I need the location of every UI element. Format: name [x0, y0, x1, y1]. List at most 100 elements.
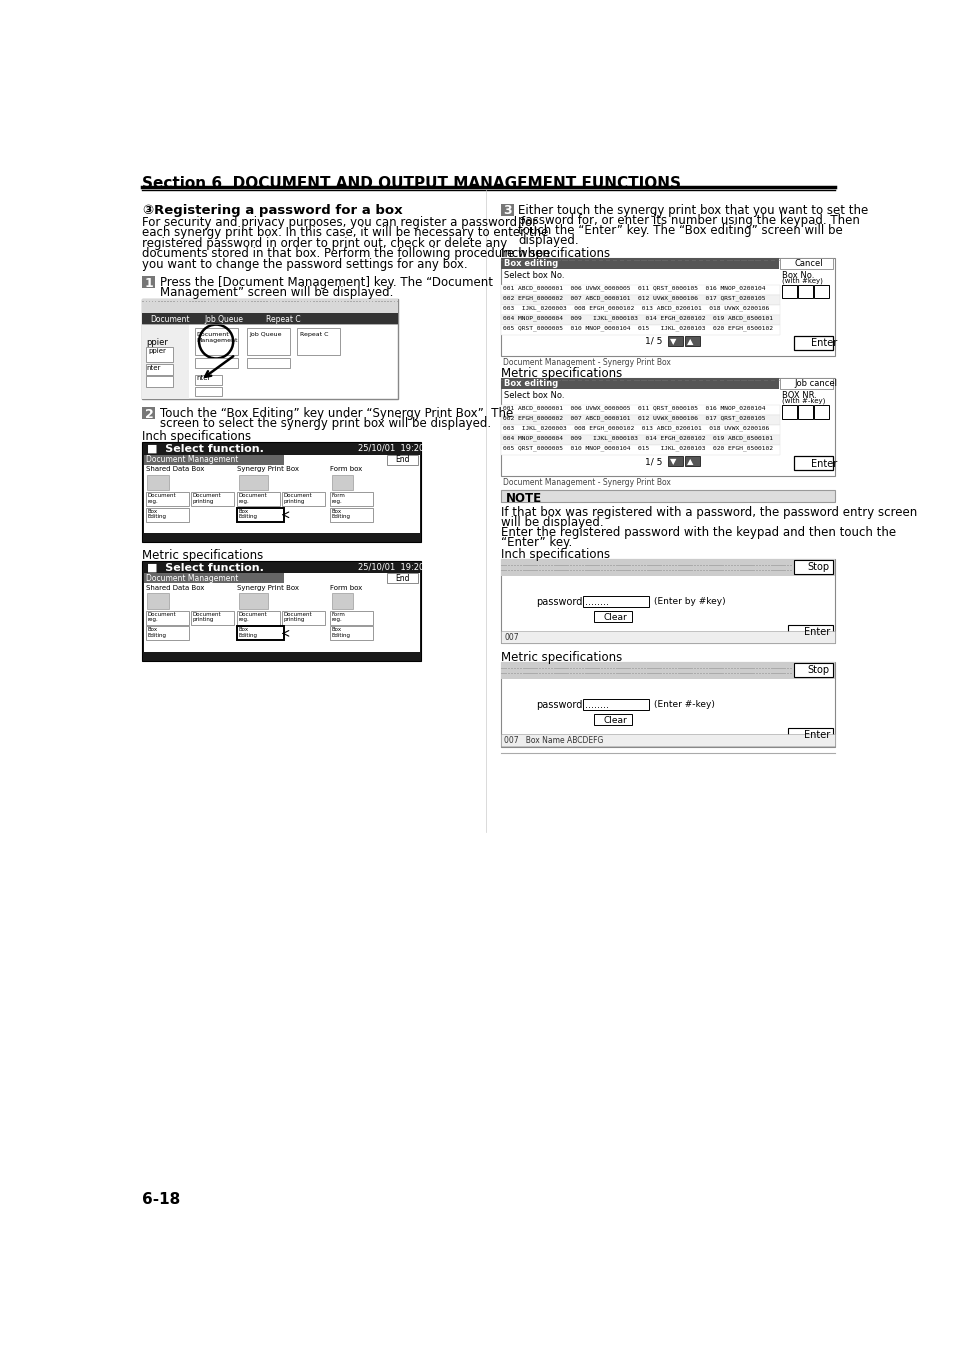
Bar [144, 573, 419, 651]
Text: Form: Form [332, 493, 345, 499]
Text: Repeat C: Repeat C [299, 331, 328, 336]
Bar [500, 324, 780, 335]
Bar [191, 611, 233, 626]
Bar [794, 561, 832, 574]
Text: ■  Select function.: ■ Select function. [147, 562, 264, 573]
Text: Box: Box [238, 508, 249, 513]
Bar [667, 457, 682, 466]
Bar [500, 304, 780, 315]
Text: 25/10/01  19:20: 25/10/01 19:20 [357, 444, 424, 453]
Text: ▲: ▲ [686, 457, 693, 466]
Text: (Enter #-key): (Enter #-key) [654, 700, 714, 709]
Bar [213, 301, 215, 303]
Bar [365, 301, 367, 303]
Text: Select box No.: Select box No. [503, 390, 563, 400]
Bar [377, 301, 379, 303]
Bar [794, 457, 832, 470]
Bar [313, 301, 314, 303]
Bar [500, 315, 780, 324]
Text: password: password [536, 700, 582, 711]
Bar [241, 301, 243, 303]
Bar [270, 301, 271, 303]
Text: Enter the registered password with the keypad and then touch the: Enter the registered password with the k… [500, 526, 896, 539]
Bar [684, 336, 700, 346]
Bar [273, 301, 274, 303]
Bar [303, 301, 305, 303]
Bar [500, 424, 780, 435]
Bar [500, 415, 780, 424]
Text: will be displayed.: will be displayed. [500, 516, 603, 528]
Text: End: End [395, 455, 409, 465]
Text: 2: 2 [145, 408, 153, 420]
Bar [275, 301, 277, 303]
Bar [282, 301, 283, 303]
Text: ③: ③ [142, 204, 153, 216]
Bar [500, 405, 780, 415]
Bar [372, 301, 373, 303]
Bar [189, 301, 191, 303]
Bar [500, 444, 780, 455]
Bar [500, 435, 780, 444]
Text: 005 QRST_0000005  010 MNOP_0000104  015   IJKL_0200103  020 EFGH_0500102: 005 QRST_0000005 010 MNOP_0000104 015 IJ… [502, 326, 772, 331]
Text: BOX NR.: BOX NR. [781, 390, 816, 400]
Bar [186, 301, 187, 303]
Bar [201, 301, 203, 303]
Bar [500, 378, 834, 477]
Text: Job Queue: Job Queue [249, 331, 282, 336]
Bar [325, 301, 327, 303]
Text: reg.: reg. [238, 617, 249, 623]
Bar [794, 336, 832, 350]
Bar [161, 301, 162, 303]
Bar [238, 593, 268, 609]
Text: printing: printing [192, 617, 213, 623]
Bar [191, 493, 233, 507]
Text: Metric specifications: Metric specifications [500, 651, 622, 665]
Bar [146, 376, 173, 386]
Bar [594, 715, 631, 725]
Bar [500, 662, 834, 747]
Bar [347, 301, 348, 303]
Bar [330, 611, 373, 626]
Text: ppier: ppier [146, 338, 168, 347]
Text: Clear: Clear [603, 716, 627, 724]
Text: Document Management - Synergy Print Box: Document Management - Synergy Print Box [502, 478, 670, 486]
Bar [253, 301, 255, 303]
Bar [353, 301, 355, 303]
Bar [340, 301, 342, 303]
Text: Enter: Enter [802, 627, 829, 638]
Bar [236, 627, 283, 640]
Bar [247, 328, 290, 355]
Text: Editing: Editing [147, 632, 166, 638]
Text: “Enter” key.: “Enter” key. [500, 535, 572, 549]
Bar [315, 301, 317, 303]
Text: you want to change the password settings for any box.: you want to change the password settings… [142, 258, 468, 270]
Text: Shared Data Box: Shared Data Box [146, 585, 204, 590]
Bar [142, 301, 144, 303]
Text: 007: 007 [504, 632, 518, 642]
Text: Cancel: Cancel [794, 259, 822, 267]
Bar [500, 285, 780, 295]
Text: Document: Document [238, 493, 267, 499]
Text: reg.: reg. [332, 499, 342, 504]
Bar [195, 301, 196, 303]
Text: 007   Box Name ABCDEFG: 007 Box Name ABCDEFG [504, 736, 603, 744]
Text: Touch the “Box Editing” key under “Synergy Print Box”. The: Touch the “Box Editing” key under “Syner… [159, 407, 513, 420]
Text: ........: ........ [584, 597, 608, 607]
Bar [266, 301, 268, 303]
Text: ▼: ▼ [670, 457, 676, 466]
Text: displayed.: displayed. [517, 234, 578, 247]
Bar [179, 301, 181, 303]
Text: 003  IJKL_0200003  008 EFGH_0000102  013 ABCD_0200101  018 UVWX_0200106: 003 IJKL_0200003 008 EFGH_0000102 013 AB… [502, 305, 768, 311]
Bar [780, 258, 832, 269]
Bar [285, 301, 286, 303]
Text: Form box: Form box [330, 585, 362, 590]
Bar [375, 301, 376, 303]
Text: Clear: Clear [603, 612, 627, 621]
Text: Press the [Document Management] key. The “Document: Press the [Document Management] key. The… [159, 276, 492, 289]
Bar [328, 301, 330, 303]
Bar [332, 593, 353, 609]
Bar [144, 455, 419, 534]
Text: 1/ 5: 1/ 5 [644, 336, 661, 346]
Text: Synergy Print Box: Synergy Print Box [236, 585, 298, 590]
Bar [307, 301, 308, 303]
